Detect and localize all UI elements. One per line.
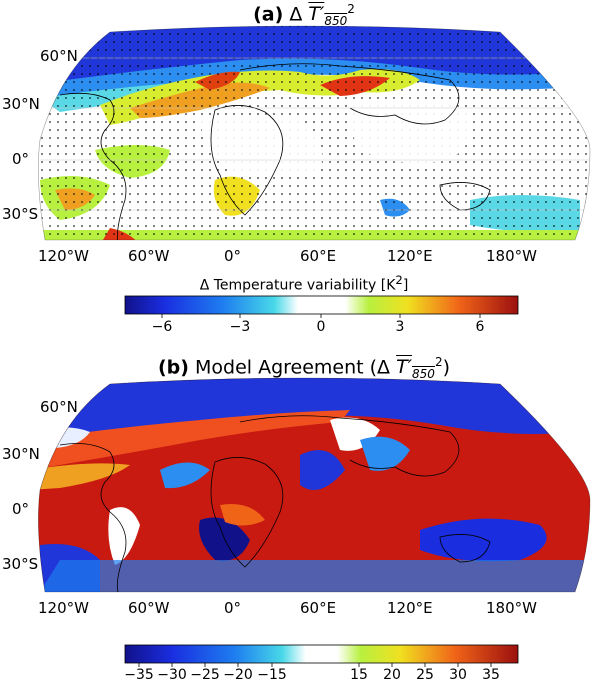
colorbar-a-tick: 6 — [475, 319, 485, 335]
colorbar-b-tick: −25 — [190, 667, 220, 683]
panel-a-symbol: T′850 — [308, 3, 348, 29]
panel-a-label: (a) — [253, 3, 284, 26]
panel-a-title: (a) Δ T′8502 — [0, 2, 608, 28]
panel-b-lat-60n: 60°N — [40, 398, 78, 416]
panel-a-lon-120e: 120°E — [387, 247, 433, 265]
colorbar-b-tick: 35 — [482, 667, 500, 683]
colorbar-b-tick: −20 — [223, 667, 253, 683]
panel-a-map — [38, 25, 591, 241]
panel-b-lat-30s: 30°S — [2, 555, 39, 573]
panel-a-lat-30n: 30°N — [2, 95, 40, 113]
panel-b-label: (b) — [157, 356, 189, 379]
colorbar-a-tick: 0 — [316, 319, 326, 335]
colorbar-a-tick: −3 — [229, 319, 251, 335]
panel-a-lon-60e: 60°E — [300, 247, 337, 265]
panel-b-title-end: ) — [442, 356, 450, 379]
colorbar-b-tick: 15 — [350, 667, 368, 683]
panel-a-lon-60w: 60°W — [128, 247, 170, 265]
panel-b-lon-180w: 180°W — [486, 599, 537, 617]
panel-b-symbol: T′850 — [396, 356, 435, 382]
colorbar-a-tick: −6 — [151, 319, 173, 335]
colorbar-b-tick: 25 — [416, 667, 434, 683]
panel-b-lon-0: 0° — [224, 599, 242, 617]
panel-a-lat-0: 0° — [12, 150, 30, 168]
panel-b-lat-0: 0° — [12, 500, 30, 518]
panel-b-title-text: Model Agreement (Δ — [195, 356, 391, 379]
colorbar-b-tick: −30 — [157, 667, 187, 683]
panel-a-lon-180w: 180°W — [486, 247, 537, 265]
panel-b-lon-120e: 120°E — [387, 599, 433, 617]
colorbar-b — [124, 644, 519, 667]
panel-b-title: (b) Model Agreement (Δ T′8502) — [0, 355, 608, 381]
colorbar-b-tick: 20 — [383, 667, 401, 683]
panel-a-lon-120w: 120°W — [38, 247, 89, 265]
panel-b-lat-30n: 30°N — [2, 445, 40, 463]
colorbar-b-tick: −35 — [124, 667, 154, 683]
panel-a-lat-60n: 60°N — [40, 47, 78, 65]
colorbar-a-label: Δ Temperature variability [K2] — [199, 273, 409, 294]
colorbar-a-tick: 3 — [395, 319, 405, 335]
panel-a-lat-30s: 30°S — [2, 205, 39, 223]
colorbar-a — [124, 295, 519, 318]
panel-a-sup: 2 — [347, 2, 355, 16]
panel-b-lon-60e: 60°E — [300, 599, 337, 617]
panel-a-title-text: Δ — [289, 3, 303, 26]
panel-b-lon-120w: 120°W — [38, 599, 89, 617]
panel-a-lon-0: 0° — [224, 247, 242, 265]
colorbar-b-tick: 30 — [449, 667, 467, 683]
panel-b-lon-60w: 60°W — [128, 599, 170, 617]
panel-b-map — [38, 377, 591, 593]
panel-b-sup: 2 — [434, 355, 443, 369]
colorbar-b-tick: −15 — [257, 667, 287, 683]
